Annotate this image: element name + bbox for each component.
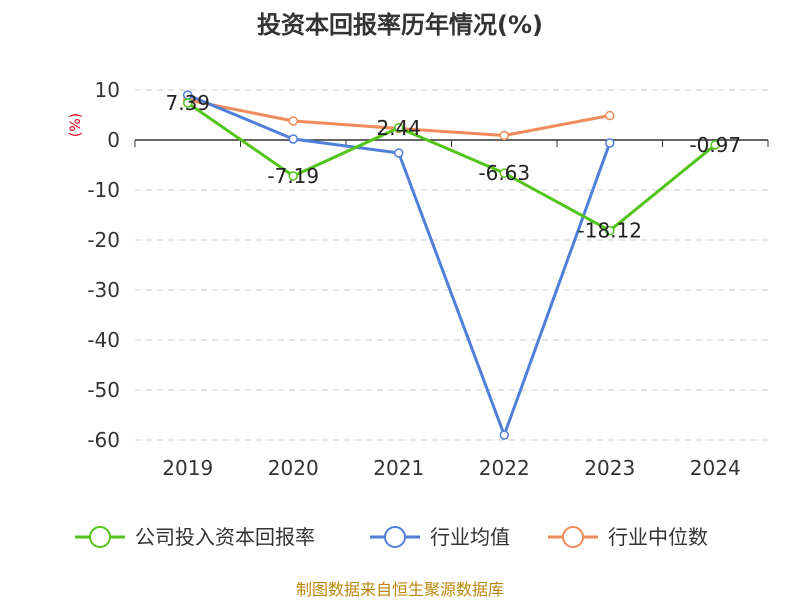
legend-marker-icon <box>562 526 584 548</box>
data-point[interactable] <box>605 138 615 148</box>
legend-marker-icon <box>384 526 406 548</box>
data-point[interactable] <box>499 430 509 440</box>
data-point[interactable] <box>710 140 720 150</box>
x-tick-label: 2021 <box>373 456 424 480</box>
data-point[interactable] <box>499 130 509 141</box>
y-tick-label: 10 <box>95 78 120 102</box>
data-label: 7.39 <box>165 91 210 115</box>
y-tick-label: -10 <box>87 178 120 202</box>
legend[interactable]: 公司投入资本回报率 行业均值 行业中位数 <box>75 525 708 549</box>
data-label: -7.19 <box>267 164 319 188</box>
data-point[interactable] <box>288 171 298 181</box>
y-unit-label: (%) <box>68 113 84 137</box>
data-point[interactable] <box>605 110 615 121</box>
data-labels: 7.39 -7.19 2.44 -6.63 -18.12 -0.97 <box>165 91 741 243</box>
series-group <box>183 90 720 440</box>
y-tick-label: 0 <box>107 128 120 152</box>
data-label: -18.12 <box>578 219 642 243</box>
axes: 10 0 -10 -20 -30 -40 -50 -60 2019 2020 2021 2022 202… <box>87 78 769 480</box>
x-tick-label: 2020 <box>268 456 319 480</box>
legend-marker-icon <box>89 526 111 548</box>
x-tick-label: 2024 <box>690 456 741 480</box>
data-point[interactable] <box>394 148 404 158</box>
y-tick-label: -30 <box>87 278 120 302</box>
legend-label[interactable]: 公司投入资本回报率 <box>135 525 315 549</box>
source-note: 制图数据来自恒生聚源数据库 <box>296 580 504 599</box>
x-tick-label: 2023 <box>584 456 635 480</box>
data-label: -6.63 <box>478 161 530 185</box>
y-tick-label: -40 <box>87 328 120 352</box>
data-point[interactable] <box>288 134 298 144</box>
y-tick-label: -50 <box>87 378 120 402</box>
x-tick-label: 2019 <box>162 456 213 480</box>
legend-label[interactable]: 行业均值 <box>430 525 510 549</box>
chart-title: 投资本回报率历年情况(%) <box>257 11 543 39</box>
x-tick-label: 2022 <box>479 456 530 480</box>
data-label: -0.97 <box>689 133 741 157</box>
data-point[interactable] <box>499 168 509 178</box>
data-label: 2.44 <box>376 116 421 140</box>
y-tick-label: -20 <box>87 228 120 252</box>
legend-label[interactable]: 行业中位数 <box>608 525 708 549</box>
data-point[interactable] <box>288 116 298 126</box>
data-point[interactable] <box>183 98 193 108</box>
data-point[interactable] <box>605 225 615 236</box>
series-line <box>186 101 717 233</box>
y-tick-label: -60 <box>87 428 120 452</box>
data-point[interactable] <box>394 123 404 133</box>
